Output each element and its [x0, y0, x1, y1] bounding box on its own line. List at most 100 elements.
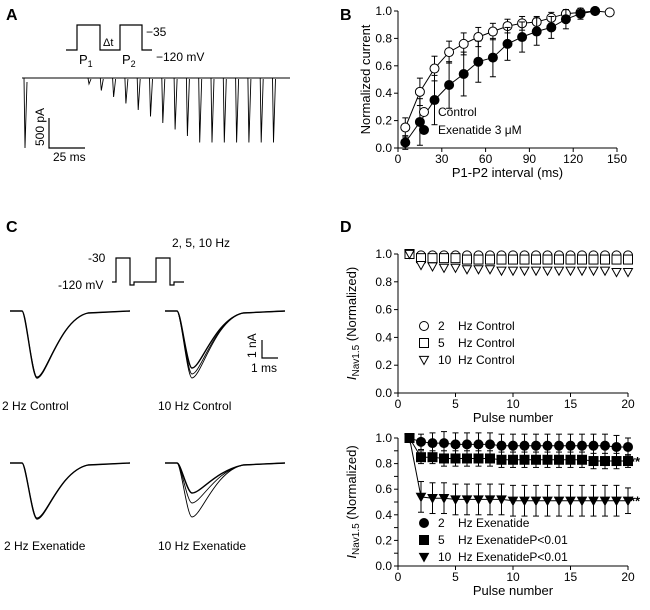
panel-b: B 0 30 60 90 120 150 0.0 0.2 0.4 0.6 0.8 1.0 P1-P2 i… — [340, 4, 627, 180]
data-point — [415, 492, 427, 503]
data-point — [439, 453, 449, 464]
data-point — [565, 266, 576, 277]
data-point — [496, 266, 507, 277]
series-2 — [404, 249, 634, 278]
data-point — [473, 254, 484, 265]
data-point — [415, 261, 427, 271]
series-1 — [404, 433, 633, 470]
panel-b-chart: 0 30 60 90 120 150 0.0 0.2 0.4 0.6 0.8 1.0 P1-P2 int… — [358, 4, 627, 180]
legend-marker — [419, 535, 429, 545]
panel-a-vtest-label: −35 — [146, 25, 167, 39]
panel-a-p2-label: P2 — [122, 52, 136, 69]
data-point — [438, 263, 450, 274]
trace-2hz-control — [10, 310, 131, 378]
x-tick-label: 15 — [564, 570, 578, 584]
data-point — [542, 440, 553, 451]
y-axis-label: INav1.5 (Normalized) — [344, 267, 362, 380]
data-point — [485, 439, 495, 450]
data-point — [611, 496, 622, 507]
legend-label-freq: 10 — [438, 353, 452, 367]
data-point — [414, 86, 425, 97]
data-point — [507, 496, 519, 507]
x-tick-label: 5 — [452, 397, 459, 411]
x-tick-label: 0 — [395, 570, 402, 584]
data-point — [414, 116, 425, 127]
data-point — [565, 454, 576, 465]
data-point — [458, 69, 469, 80]
data-point — [427, 452, 438, 463]
data-point — [429, 63, 440, 74]
legend-label-freq: 10 — [438, 550, 452, 564]
data-point — [531, 254, 541, 265]
data-point — [554, 254, 564, 265]
panel-a-scale-time: 25 ms — [53, 150, 86, 164]
panel-c-label-10hz-control: 10 Hz Control — [158, 399, 231, 413]
panel-d-letter: D — [340, 219, 352, 236]
data-point — [519, 454, 530, 465]
x-tick-label: 10 — [506, 397, 520, 411]
data-point — [427, 494, 438, 504]
x-tick-label: 5 — [452, 570, 459, 584]
y-tick-label: 0.0 — [375, 141, 392, 155]
data-point — [531, 440, 541, 451]
trace-2hz-exenatide — [10, 462, 131, 520]
data-point — [542, 496, 553, 507]
significance-marker: ** — [630, 454, 641, 469]
data-point — [542, 454, 553, 465]
data-point — [546, 22, 557, 33]
data-point — [484, 495, 496, 505]
data-point — [553, 496, 565, 507]
data-point — [519, 440, 530, 451]
y-tick-label: 0.8 — [375, 31, 392, 45]
series-1 — [400, 6, 601, 150]
data-point — [519, 496, 530, 507]
data-point — [531, 26, 542, 37]
panel-a-current-traces — [22, 77, 290, 149]
y-tick-label: 0.2 — [375, 358, 392, 372]
data-point — [575, 8, 586, 19]
data-point — [450, 263, 461, 274]
panel-c-scale-current: 1 nA — [245, 333, 259, 358]
data-point — [450, 439, 461, 450]
y-tick-label: 0.2 — [375, 114, 392, 128]
data-point — [473, 453, 484, 464]
trace-10hz-exenatide — [165, 462, 286, 504]
y-tick-label: 0.4 — [375, 86, 392, 100]
y-tick-label: 0.4 — [375, 508, 392, 522]
y-tick-label: 1.0 — [375, 247, 392, 261]
panel-d-top-chart: 0 5 10 15 20 0.0 0.2 0.4 0.6 0.8 1.0 Pulse number IN… — [344, 247, 635, 425]
data-point — [577, 454, 587, 465]
data-point — [508, 454, 518, 465]
data-point — [473, 265, 484, 275]
data-point — [554, 454, 564, 465]
panel-c-scale-bar — [261, 340, 278, 359]
legend-marker — [418, 552, 430, 563]
data-point — [623, 456, 633, 467]
panel-a-protocol-waveform — [66, 24, 152, 51]
y-tick-label: 0.6 — [375, 59, 392, 73]
y-tick-label: 0.0 — [375, 386, 392, 400]
data-point — [588, 456, 599, 467]
legend-label-freq: 2 — [438, 319, 445, 333]
panel-b-letter: B — [340, 7, 352, 24]
data-point — [508, 440, 518, 451]
panel-c-label-2hz-exenatide: 2 Hz Exenatide — [4, 539, 86, 553]
data-point — [462, 254, 472, 265]
trace-2hz-exenatide — [10, 462, 131, 519]
x-tick-label: 60 — [479, 152, 493, 166]
panel-c-scale-time: 1 ms — [251, 361, 277, 375]
significance-marker: ** — [630, 494, 641, 509]
data-point — [404, 433, 415, 444]
y-tick-label: 0.4 — [375, 330, 392, 344]
data-point — [427, 262, 438, 273]
data-point — [473, 495, 484, 505]
legend-label-freq: 5 — [438, 336, 445, 350]
panel-a-scale-bar — [48, 118, 85, 149]
data-point — [400, 122, 411, 133]
data-point — [519, 266, 530, 277]
data-point — [530, 266, 542, 277]
data-point — [444, 79, 455, 90]
series-0 — [400, 6, 615, 138]
x-tick-label: 120 — [563, 152, 583, 166]
